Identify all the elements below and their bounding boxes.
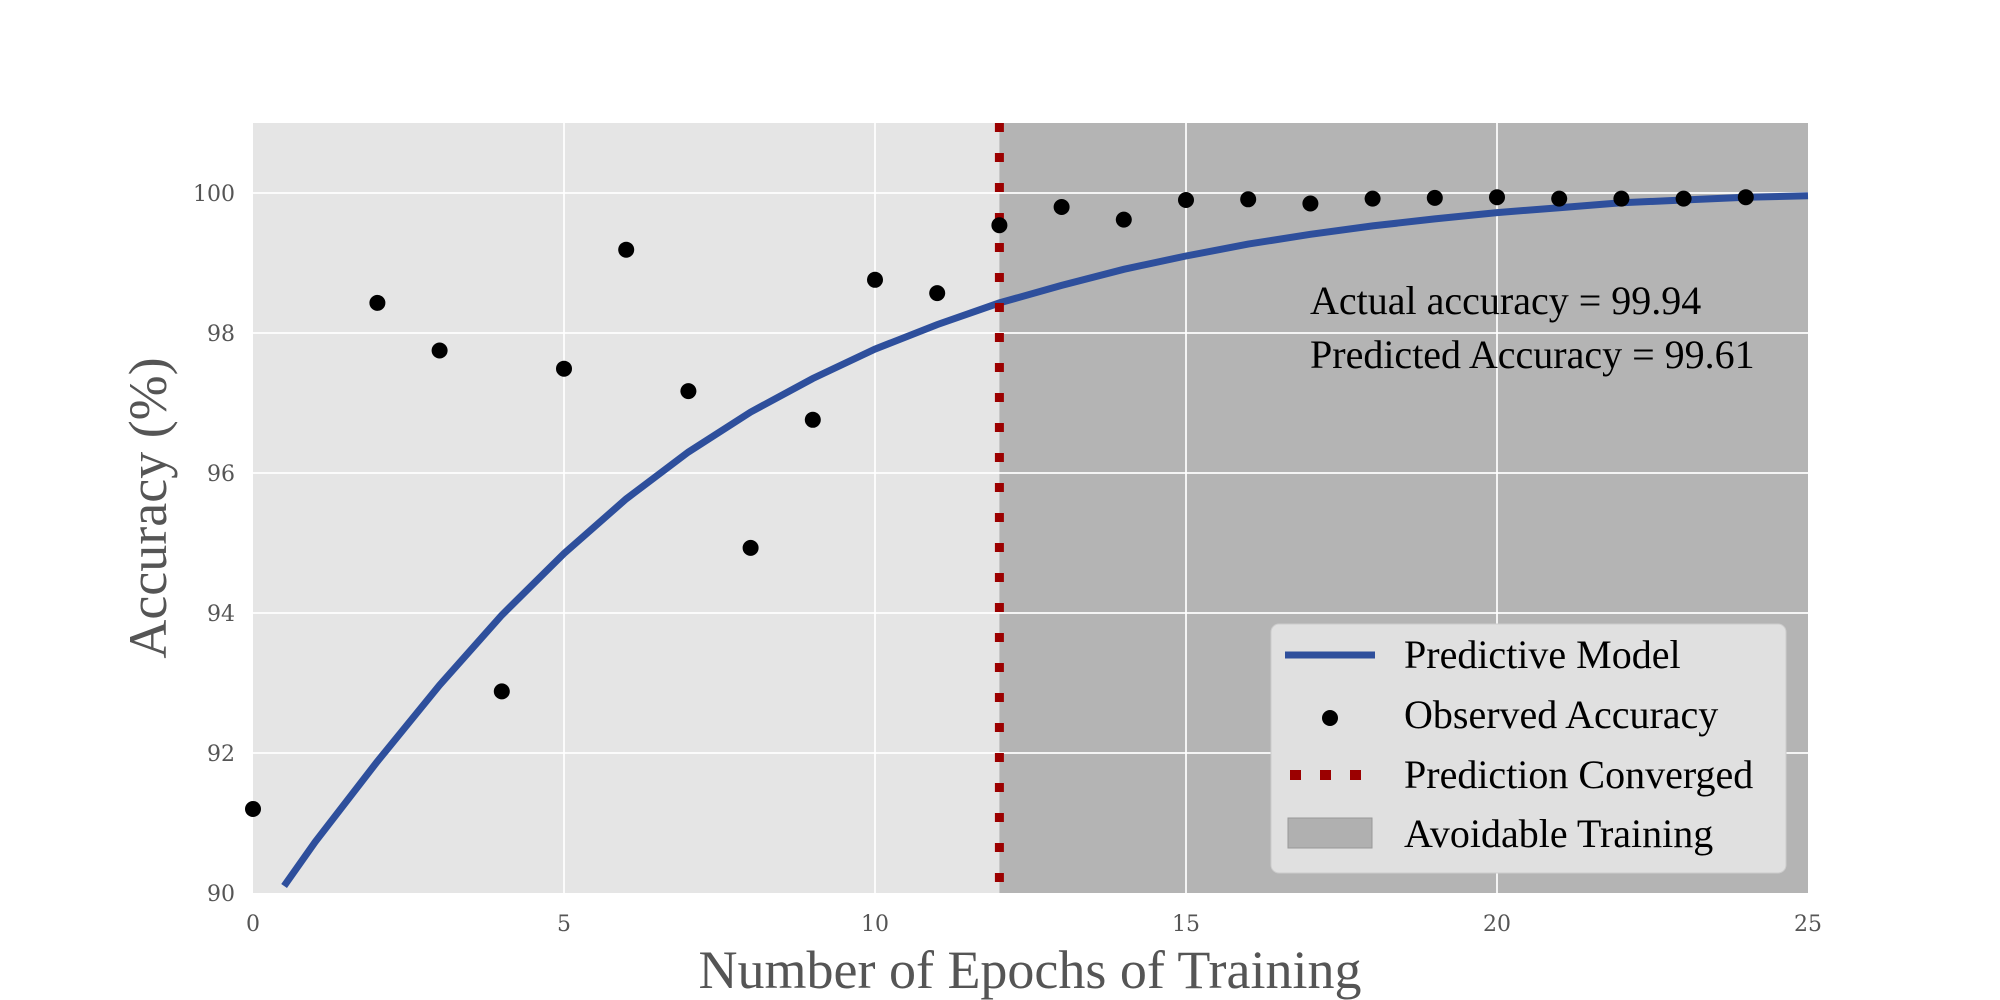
y-axis-title: Accuracy (%) [118, 357, 178, 658]
observed-point [369, 294, 386, 311]
y-tick-label: 96 [207, 462, 235, 487]
y-tick-label: 90 [207, 882, 235, 907]
observed-point [680, 383, 697, 400]
observed-point [1115, 211, 1132, 228]
y-tick-label: 92 [207, 742, 235, 767]
observed-point [867, 271, 883, 288]
legend: Predictive Model Observed Accuracy Predi… [1270, 623, 1787, 874]
observed-point [742, 539, 759, 556]
observed-point [556, 360, 572, 377]
observed-point [1489, 189, 1505, 206]
observed-point [1053, 199, 1070, 215]
observed-point [1426, 189, 1443, 206]
x-tick-label: 20 [1483, 912, 1511, 937]
observed-point [493, 683, 510, 700]
x-tick-labels: 0 5 10 15 20 25 [246, 912, 1822, 937]
observed-point [1240, 191, 1257, 208]
x-tick-label: 5 [557, 912, 571, 937]
y-tick-labels: 90 92 94 96 98 100 [193, 182, 235, 907]
x-tick-label: 10 [861, 912, 889, 937]
observed-point [1675, 190, 1692, 207]
observed-point [618, 241, 635, 258]
actual-accuracy-annotation: Actual accuracy = 99.94 [1310, 278, 1701, 323]
observed-point [245, 801, 261, 817]
observed-point [1613, 190, 1630, 207]
predictive-model-line [281, 192, 1809, 889]
legend-label-predictive-model: Predictive Model [1404, 632, 1681, 677]
legend-swatch-observed-accuracy [1322, 710, 1338, 726]
observed-point [1364, 190, 1381, 207]
observed-point [929, 285, 946, 302]
legend-label-prediction-converged: Prediction Converged [1404, 752, 1753, 797]
x-axis-title: Number of Epochs of Training [699, 940, 1362, 1000]
legend-label-observed-accuracy: Observed Accuracy [1404, 692, 1718, 737]
observed-point [1551, 190, 1568, 207]
observed-point [1302, 195, 1319, 212]
legend-box [1270, 623, 1787, 874]
observed-point [1178, 192, 1194, 208]
observed-point [991, 217, 1008, 234]
legend-label-avoidable-training: Avoidable Training [1404, 811, 1713, 856]
observed-point [1737, 189, 1754, 206]
y-tick-label: 94 [207, 602, 235, 627]
observed-accuracy-points [245, 189, 1754, 817]
x-tick-label: 0 [246, 912, 260, 937]
legend-swatch-avoidable-training [1287, 817, 1373, 849]
predicted-accuracy-annotation: Predicted Accuracy = 99.61 [1310, 332, 1755, 377]
x-tick-label: 25 [1794, 912, 1822, 937]
y-tick-label: 100 [193, 182, 235, 207]
observed-point [431, 342, 448, 359]
observed-point [804, 411, 821, 428]
x-tick-label: 15 [1172, 912, 1200, 937]
y-tick-label: 98 [207, 322, 235, 347]
